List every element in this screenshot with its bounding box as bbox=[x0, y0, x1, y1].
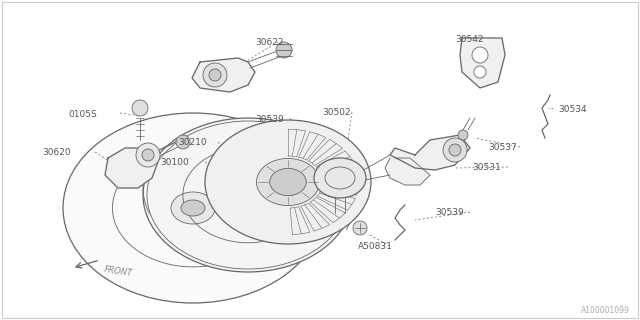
Polygon shape bbox=[192, 58, 255, 92]
Circle shape bbox=[132, 100, 148, 116]
Circle shape bbox=[176, 135, 190, 149]
Ellipse shape bbox=[63, 113, 323, 303]
Text: FRONT: FRONT bbox=[104, 265, 134, 278]
Text: 30502: 30502 bbox=[322, 108, 351, 117]
Text: 30622: 30622 bbox=[255, 38, 284, 47]
Circle shape bbox=[136, 143, 160, 167]
Circle shape bbox=[276, 42, 292, 58]
Text: 30531: 30531 bbox=[472, 163, 500, 172]
Ellipse shape bbox=[171, 192, 215, 224]
Text: 30539: 30539 bbox=[435, 208, 464, 217]
Circle shape bbox=[474, 66, 486, 78]
Text: 0105S: 0105S bbox=[68, 110, 97, 119]
Circle shape bbox=[472, 47, 488, 63]
Circle shape bbox=[203, 63, 227, 87]
Text: 30539: 30539 bbox=[255, 115, 284, 124]
Polygon shape bbox=[390, 135, 470, 170]
Text: 30542: 30542 bbox=[455, 35, 483, 44]
Polygon shape bbox=[460, 38, 505, 88]
Circle shape bbox=[449, 144, 461, 156]
Text: 30210: 30210 bbox=[178, 138, 207, 147]
Circle shape bbox=[458, 130, 468, 140]
Polygon shape bbox=[105, 148, 158, 188]
Text: A50831: A50831 bbox=[358, 242, 393, 251]
Ellipse shape bbox=[181, 200, 205, 216]
Ellipse shape bbox=[314, 158, 366, 198]
Circle shape bbox=[142, 149, 154, 161]
Polygon shape bbox=[385, 158, 430, 185]
Text: A100001099: A100001099 bbox=[581, 306, 630, 315]
Circle shape bbox=[353, 221, 367, 235]
Ellipse shape bbox=[205, 120, 371, 244]
Ellipse shape bbox=[269, 168, 307, 196]
Circle shape bbox=[209, 69, 221, 81]
Text: 30534: 30534 bbox=[558, 105, 587, 114]
Ellipse shape bbox=[143, 118, 353, 272]
Text: 30537: 30537 bbox=[488, 143, 516, 152]
Text: 30100: 30100 bbox=[160, 158, 189, 167]
Text: 30620: 30620 bbox=[42, 148, 70, 157]
Circle shape bbox=[443, 138, 467, 162]
Ellipse shape bbox=[257, 158, 319, 205]
